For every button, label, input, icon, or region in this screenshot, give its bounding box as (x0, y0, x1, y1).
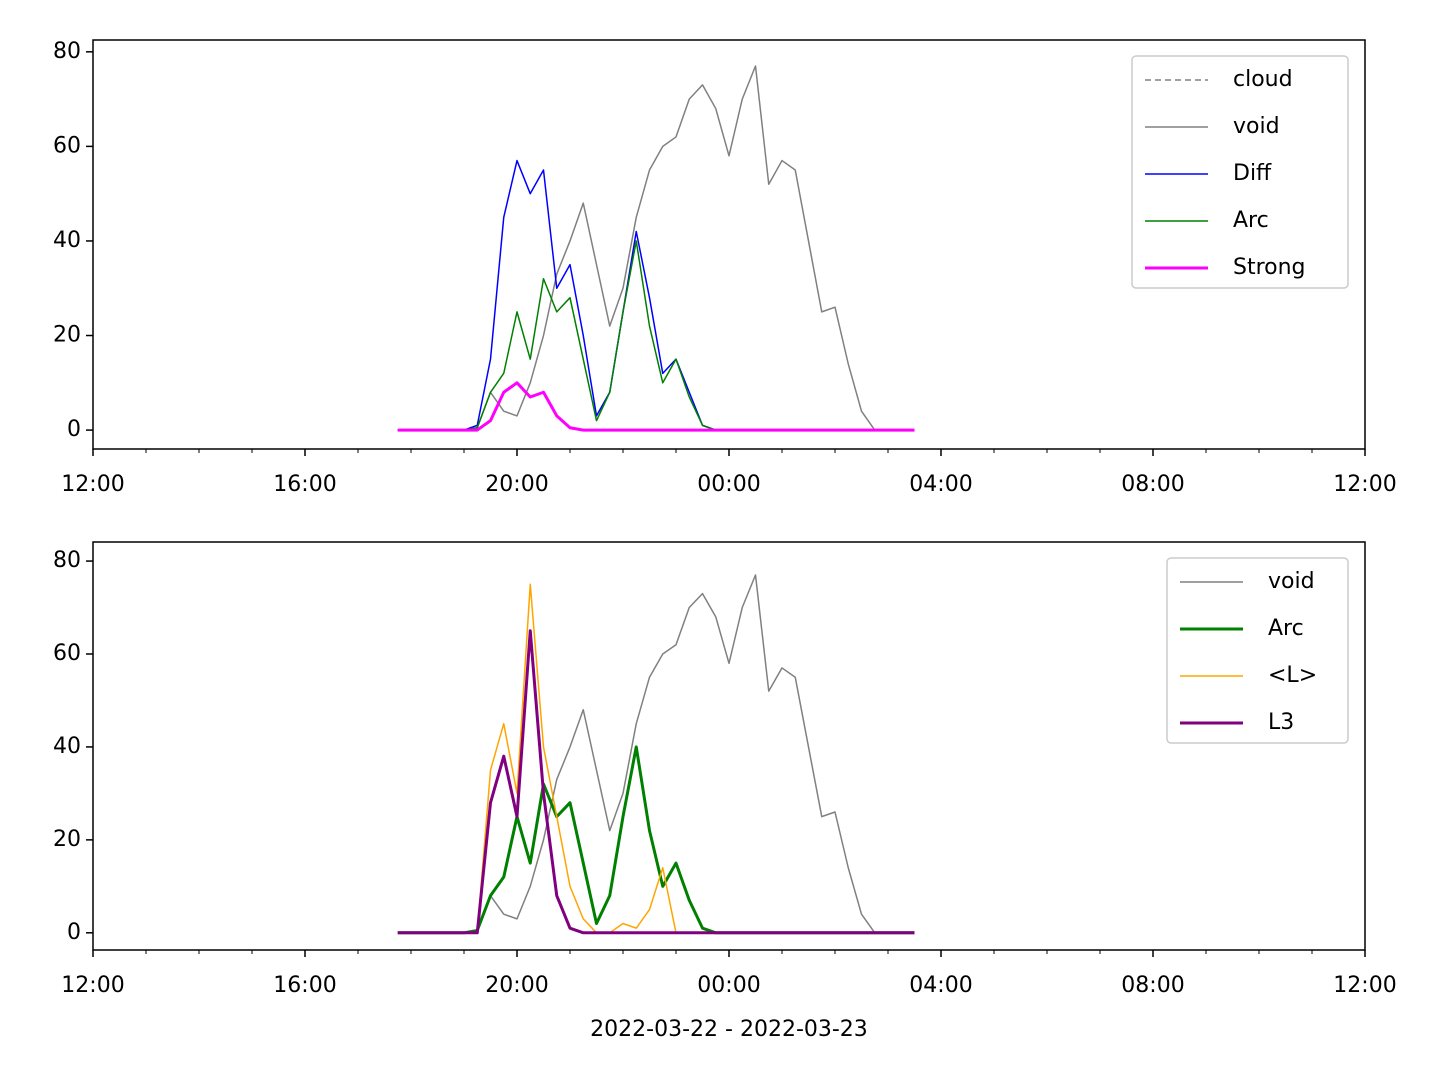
x-tick-label: 00:00 (697, 472, 760, 497)
y-tick-label: 40 (53, 228, 81, 253)
legend-label: Arc (1268, 616, 1304, 641)
legend-label: Strong (1233, 255, 1306, 280)
axes-frame (92, 39, 1366, 450)
legend-label: L3 (1268, 710, 1294, 735)
x-tick-label: 20:00 (485, 472, 548, 497)
legend-label: <L> (1268, 663, 1317, 688)
x-tick-label: 04:00 (909, 472, 972, 497)
legend-label: cloud (1233, 67, 1293, 92)
x-tick-label: 12:00 (61, 472, 124, 497)
y-tick-label: 0 (67, 417, 81, 442)
axes-frame (92, 541, 1366, 951)
legend-label: Diff (1233, 161, 1272, 186)
y-tick-label: 60 (53, 641, 81, 666)
x-tick-label: 12:00 (61, 973, 124, 998)
y-tick-label: 20 (53, 323, 81, 348)
legend-label: void (1233, 114, 1280, 139)
series-line (397, 745, 915, 935)
x-tick-label: 16:00 (273, 973, 336, 998)
x-tick-label: 20:00 (485, 973, 548, 998)
x-tick-label: 12:00 (1333, 973, 1396, 998)
x-tick-label: 04:00 (909, 973, 972, 998)
x-tick-label: 08:00 (1121, 472, 1184, 497)
legend-box (1166, 557, 1349, 744)
plot-area (397, 65, 915, 432)
plot-area (397, 574, 915, 935)
x-tick-label: 00:00 (697, 973, 760, 998)
x-tick-label: 12:00 (1333, 472, 1396, 497)
series-line (397, 381, 915, 432)
x-tick-label: 08:00 (1121, 973, 1184, 998)
y-tick-label: 80 (53, 548, 81, 573)
y-tick-label: 60 (53, 133, 81, 158)
y-tick-label: 0 (67, 920, 81, 945)
y-tick-label: 80 (53, 39, 81, 64)
series-line (397, 583, 915, 934)
series-line (397, 574, 915, 934)
y-tick-label: 20 (53, 827, 81, 852)
legend-label: void (1268, 569, 1315, 594)
x-axis-label: 2022-03-22 - 2022-03-23 (590, 1017, 868, 1042)
series-line (397, 629, 915, 935)
legend-label: Arc (1233, 208, 1269, 233)
y-tick-label: 40 (53, 734, 81, 759)
series-line (397, 65, 915, 431)
legend-box (1131, 55, 1349, 289)
x-tick-label: 16:00 (273, 472, 336, 497)
series-line (397, 159, 915, 431)
